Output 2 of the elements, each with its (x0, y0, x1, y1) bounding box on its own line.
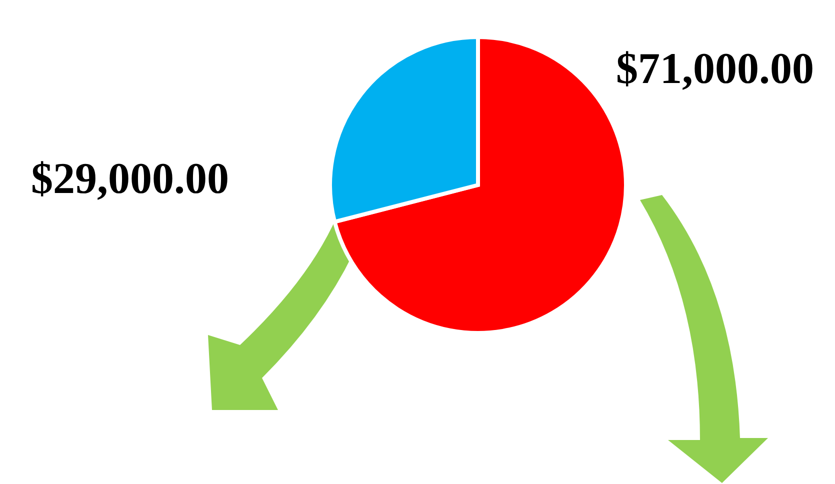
data-label: $71,000.00 (616, 44, 814, 93)
data-label: $29,000.00 (31, 154, 229, 203)
